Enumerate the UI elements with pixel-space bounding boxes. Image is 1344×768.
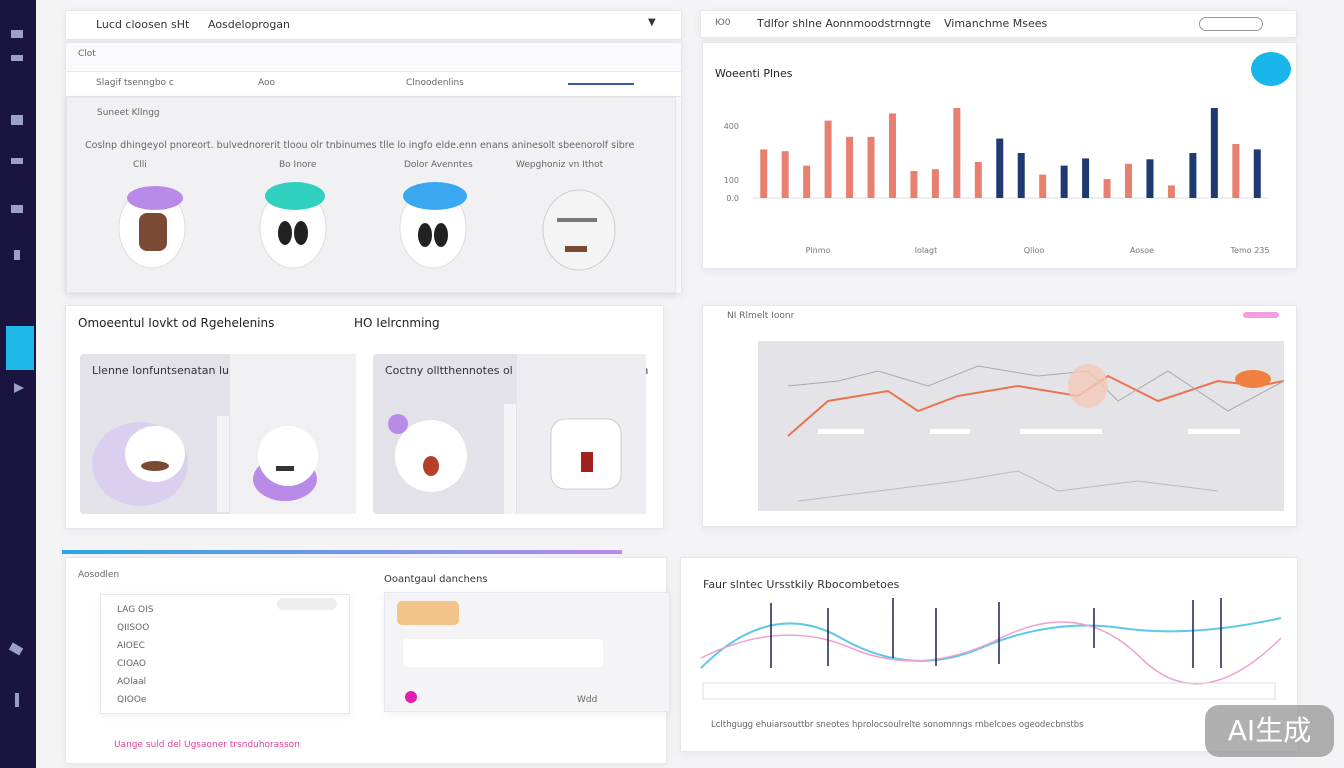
button[interactable]: Wdd [577,695,598,705]
watermark: AI生成 [1205,705,1334,757]
progress [62,550,622,554]
card-title: Suneet Kllngg [97,108,160,118]
bar [996,138,1004,198]
x-label: Aosoe [1130,246,1154,255]
item-label: Bo Inore [279,160,317,170]
input[interactable] [277,598,337,610]
bar [760,149,768,198]
panel-title: NI Rlmelt Ioonr [727,311,795,321]
bar [953,108,961,198]
subcard: Llenne Ionfuntsenatan lun Iou htls [80,354,356,514]
y-tick-label: 400 [724,122,739,131]
bar [1189,153,1197,198]
header-bar-right: Ю0 Tdlfor shlne Aonnmoodstrnngte Vimanch… [700,10,1297,38]
list-item[interactable]: QIISOO [117,623,150,633]
x-label: Temo 235 [1230,246,1270,255]
bottom-right-panel: Faur slntec Ursstkily Rbocombetoes Lclth… [680,557,1298,752]
header-subtitle: Aosdeloprogan [208,18,291,31]
pill[interactable] [397,601,459,625]
active-nav[interactable] [6,326,34,370]
panel-title: Ooantgaul danchens [384,574,488,585]
tab[interactable]: Clot [78,49,96,59]
bar [781,151,789,198]
y-tick-label: 100 [724,176,739,185]
x-label: Plnmo [806,246,831,255]
bar [846,136,854,198]
panel-title: Aosodlen [78,570,120,580]
list-item[interactable]: QIOOe [117,695,147,705]
bar-chart-card: Woeenti Plnes 0.0 100 400 Plnmo lolagt Qlloo A… [702,42,1297,269]
bar [1082,158,1090,198]
footer-link[interactable]: Uange suld del Ugsaoner trsnduhorasson [114,740,300,750]
line-chart [787,364,1285,502]
controls-card: Wdd [384,592,670,712]
item-label: Dolor Avenntes [404,160,473,170]
bar [1125,163,1133,198]
x-label: Qlloo [1024,246,1045,255]
badge: HO Ielrcnming [354,316,440,330]
y-tick-label: 0.0 [726,194,739,203]
feature-card: Suneet Kllngg Coslnp dhingeyol pnoreort.… [66,97,676,293]
middle-left-panel: Omoeentul Iovkt od Rgehelenins HO Ielrcn… [65,305,664,529]
panel-title: Faur slntec Ursstkily Rbocombetoes [703,578,900,591]
subcard-art [388,354,646,514]
item-label: Clli [133,160,147,170]
bar [1253,149,1261,198]
chart-title: Woeenti Plnes [715,67,793,80]
bar [1167,185,1175,198]
bar [1210,108,1218,198]
header-right-title: Tdlfor shlne Aonnmoodstrnngte [757,17,931,30]
dropdown[interactable]: ▼ [648,17,656,28]
bar-chart: Woeenti Plnes 0.0 100 400 Plnmo lolagt Qlloo A… [715,52,1291,255]
bar [1017,153,1025,198]
sidebar [0,0,36,768]
filter-left: Slagif tsenngbo c [96,78,174,88]
list-item[interactable]: CIOAO [117,659,146,669]
nav-icons [8,30,24,707]
toggle[interactable] [1243,312,1279,318]
filter-row: Slagif tsenngbo c Aoo Clnoodenlins [66,71,681,97]
list-item[interactable]: AOlaal [117,677,147,687]
bar [1060,165,1068,198]
bottom-left-panel: Aosodlen LAG OIS QIISOO AIOEC CIOAO AOlaal QI… [65,557,670,764]
search[interactable] [1199,17,1263,31]
field[interactable] [403,639,603,667]
bar [910,171,918,198]
bar [931,169,939,198]
x-label: lolagt [915,246,937,255]
bar [867,136,875,198]
header-right-subtitle: Vimanchme Msees [944,17,1048,30]
header-bar: Lucd cloosen sHt Aosdeloprogan ▼ [65,10,682,40]
bar [888,113,896,198]
description: Coslnp dhingeyol pnoreort. bulvednorerit… [85,140,635,151]
top-left-panel: Clot Slagif tsenngbo c Aoo Clnoodenlins … [65,42,682,294]
header-title: Lucd cloosen sHt [96,18,190,31]
scatter-art [700,598,1282,700]
item-label: Wepghoniz vn Ithot [516,160,604,170]
bar [1103,179,1111,198]
filter-right: Clnoodenlins [406,78,464,88]
bar [1039,174,1047,198]
panel-title: Omoeentul Iovkt od Rgehelenins [78,316,275,330]
list-item[interactable]: LAG OIS [117,605,154,615]
bar [1232,144,1240,198]
bar [803,165,811,198]
header-code: Ю0 [715,18,731,28]
list-item[interactable]: AIOEC [117,641,145,651]
bar [974,162,982,198]
slider[interactable] [568,83,634,85]
bar [1146,159,1154,198]
subcard: Coctny olltthennotes ol Ul Ustenta Rleef… [373,354,648,514]
filter-mid: Aoo [258,78,276,88]
item-icons [118,182,616,271]
bar [824,120,832,198]
line-chart-area [758,341,1285,511]
subcard-art [92,354,356,514]
middle-right-panel: NI Rlmelt Ioonr [702,305,1297,527]
list-card: LAG OIS QIISOO AIOEC CIOAO AOlaal QIOOe [100,594,350,714]
dot[interactable] [405,691,417,703]
footer: Lclthgugg ehuiarsouttbr sneotes hprolocs… [711,720,1084,730]
avatar[interactable] [1251,52,1291,86]
